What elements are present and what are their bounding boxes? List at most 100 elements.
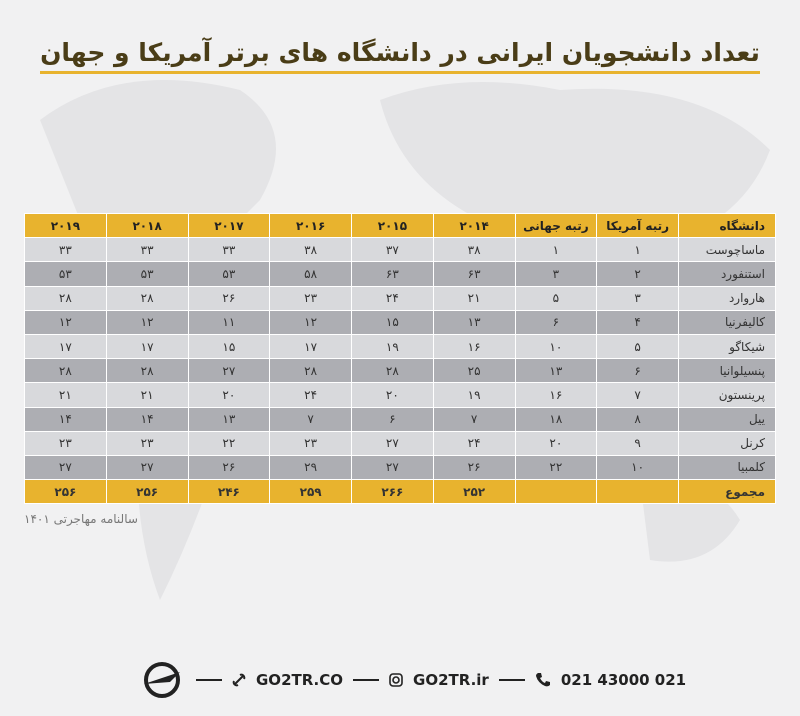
cell: ۱۹ (432, 382, 516, 408)
cell: ۲۷ (187, 358, 271, 384)
cell: ۲۰ (514, 430, 598, 456)
cell: ۱۸ (514, 406, 598, 432)
cell: ۶ (514, 309, 598, 335)
header-cell: ۲۰۱۶ (269, 212, 352, 239)
cell: ۱۵ (187, 333, 271, 360)
table-row: کرنل ۹ ۲۰ ۲۴ ۲۷ ۲۳ ۲۲ ۲۳ ۲۳ (24, 430, 776, 456)
table-row: هاروارد ۳ ۵ ۲۱ ۲۴ ۲۳ ۲۶ ۲۸ ۲۸ (24, 285, 776, 311)
cell: ۲۴ (269, 382, 352, 408)
website: GO2TR.CO (256, 671, 344, 689)
cell: ۸ (596, 406, 679, 432)
cell: ۳۷ (351, 237, 434, 263)
cell: ۳ (596, 285, 679, 311)
cell: ۲۳ (269, 285, 352, 311)
cell: ۲۸ (24, 285, 107, 311)
table-row: کلمبیا ۱۰ ۲۲ ۲۶ ۲۷ ۲۹ ۲۶ ۲۷ ۲۷ (24, 454, 776, 481)
total-cell: ۲۵۹ (269, 479, 352, 505)
cell: ۷ (432, 406, 516, 432)
cell: ۱۰ (596, 454, 679, 481)
cell: ۲۶ (187, 285, 271, 311)
separator (498, 679, 525, 681)
cell: ۱۷ (269, 333, 352, 360)
cell: ۲۷ (351, 430, 434, 456)
cell: ماساچوست (678, 237, 776, 263)
cell: ۴ (596, 309, 679, 335)
cell: ۱۶ (432, 333, 516, 360)
table-row: پرینستون ۷ ۱۶ ۱۹ ۲۰ ۲۴ ۲۰ ۲۱ ۲۱ (24, 382, 776, 408)
instagram-icon (389, 673, 403, 687)
cell: ۱۱ (187, 309, 271, 335)
cell: ییل (678, 406, 776, 432)
cell: ۵ (514, 285, 598, 311)
cell: ۱۳ (514, 358, 598, 384)
cell: ۲۷ (105, 454, 189, 481)
cell: ۱۷ (24, 333, 107, 360)
cell: ۲۳ (269, 430, 352, 456)
total-cell: ۲۵۲ (432, 479, 516, 505)
source: سالنامه مهاجرتی ۱۴۰۱ (24, 512, 138, 526)
cell: ۲۷ (24, 454, 107, 481)
total-cell: ۲۴۶ (187, 479, 271, 505)
title-text: تعداد دانشجویان ایرانی در دانشگاه های بر… (40, 38, 760, 74)
cell: ۲۸ (269, 358, 352, 384)
table-row: ییل ۸ ۱۸ ۷ ۶ ۷ ۱۳ ۱۴ ۱۴ (24, 406, 776, 432)
cell: کرنل (678, 430, 776, 456)
cell: کلمبیا (678, 454, 776, 481)
header-cell: رتبه جهانی (514, 212, 598, 239)
cell: ۱ (596, 237, 679, 263)
data-table: دانشگاه رتبه آمریکا رتبه جهانی ۲۰۱۴ ۲۰۱۵ ۲۰۱۶… (24, 212, 776, 505)
link-icon (232, 673, 246, 687)
cell: ۲۸ (105, 358, 189, 384)
cell: ۶۳ (432, 261, 516, 287)
cell: استنفورد (678, 261, 776, 287)
header-cell: ۲۰۱۷ (187, 212, 271, 239)
cell: ۶۳ (351, 261, 434, 287)
header-row: دانشگاه رتبه آمریکا رتبه جهانی ۲۰۱۴ ۲۰۱۵ ۲۰۱۶… (24, 212, 776, 239)
cell: ۲۰ (351, 382, 434, 408)
cell: ۳ (514, 261, 598, 287)
cell: ۷ (596, 382, 679, 408)
cell: ۲۶ (187, 454, 271, 481)
cell: ۲۵ (432, 358, 516, 384)
cell: پرینستون (678, 382, 776, 408)
cell: ۱۵ (351, 309, 434, 335)
cell: ۵ (596, 333, 679, 360)
header-cell: ۲۰۱۴ (432, 212, 516, 239)
cell: ۹ (596, 430, 679, 456)
cell: ۳۸ (269, 237, 352, 263)
cell: ۲۴ (432, 430, 516, 456)
cell: ۲۰ (187, 382, 271, 408)
total-cell: ۲۶۶ (351, 479, 434, 505)
table-row: کالیفرنیا ۴ ۶ ۱۳ ۱۵ ۱۲ ۱۱ ۱۲ ۱۲ (24, 309, 776, 335)
cell: ۱۰ (514, 333, 598, 360)
cell: ۶ (596, 358, 679, 384)
cell: ۲۶ (432, 454, 516, 481)
cell: ۵۳ (105, 261, 189, 287)
cell: ۲۹ (269, 454, 352, 481)
footer: GO2TR.CO GO2TR.ir 021 43000 021 (140, 660, 686, 700)
empty-cell (596, 479, 679, 505)
instagram: GO2TR.ir (413, 671, 489, 689)
phone-icon (535, 673, 550, 687)
cell: ۳۳ (187, 237, 271, 263)
header-cell: دانشگاه (678, 212, 776, 239)
cell: ۲۸ (24, 358, 107, 384)
cell: ۱۲ (269, 309, 352, 335)
cell: ۵۸ (269, 261, 352, 287)
header-cell: ۲۰۱۹ (24, 212, 107, 239)
cell: ۲۳ (105, 430, 189, 456)
cell: هاروارد (678, 285, 776, 311)
total-cell: ۲۵۶ (24, 479, 107, 505)
cell: ۲۳ (24, 430, 107, 456)
cell: ۱۳ (187, 406, 271, 432)
cell: ۲۴ (351, 285, 434, 311)
cell: ۲۱ (24, 382, 107, 408)
header-cell: ۲۰۱۵ (351, 212, 434, 239)
title: تعداد دانشجویان ایرانی در دانشگاه های بر… (0, 38, 800, 74)
header-cell: رتبه آمریکا (596, 212, 679, 239)
table-row: پنسیلوانیا ۶ ۱۳ ۲۵ ۲۸ ۲۸ ۲۷ ۲۸ ۲۸ (24, 358, 776, 384)
cell: ۱۴ (105, 406, 189, 432)
total-row: مجموع ۲۵۲ ۲۶۶ ۲۵۹ ۲۴۶ ۲۵۶ ۲۵۶ (24, 479, 776, 505)
separator (353, 679, 380, 681)
